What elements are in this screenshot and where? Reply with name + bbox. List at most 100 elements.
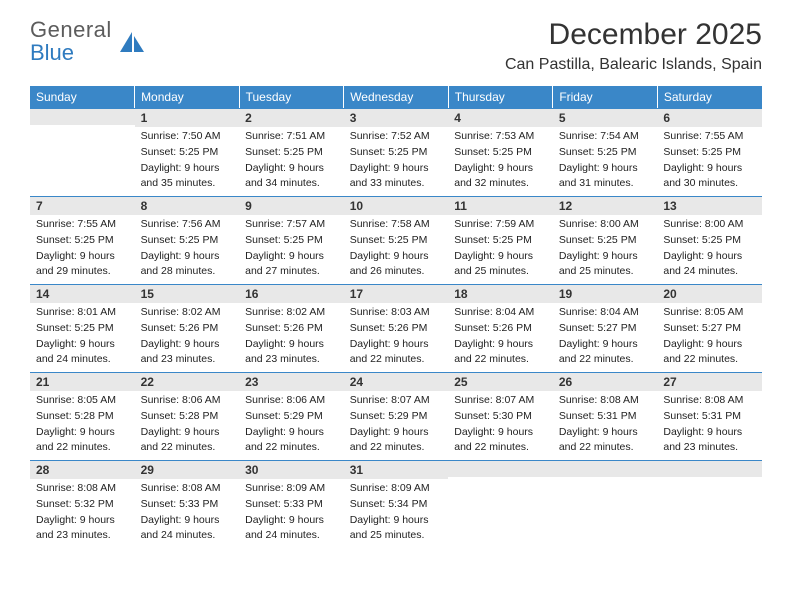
weekday-header: Saturday (657, 86, 762, 108)
sunset-text: Sunset: 5:33 PM (245, 495, 338, 511)
daylight-text: Daylight: 9 hours and 25 minutes. (559, 247, 652, 277)
daylight-text: Daylight: 9 hours and 28 minutes. (141, 247, 234, 277)
sunset-text: Sunset: 5:25 PM (454, 231, 547, 247)
sunrise-text: Sunrise: 8:09 AM (245, 479, 338, 495)
day-number: 3 (344, 108, 449, 127)
calendar-cell (448, 460, 553, 548)
day-details: Sunrise: 8:06 AMSunset: 5:29 PMDaylight:… (239, 391, 344, 458)
sunset-text: Sunset: 5:26 PM (245, 319, 338, 335)
day-details: Sunrise: 8:09 AMSunset: 5:34 PMDaylight:… (344, 479, 449, 546)
sunrise-text: Sunrise: 7:57 AM (245, 215, 338, 231)
daylight-text: Daylight: 9 hours and 22 minutes. (559, 335, 652, 365)
calendar-cell: 9Sunrise: 7:57 AMSunset: 5:25 PMDaylight… (239, 196, 344, 284)
calendar-cell: 22Sunrise: 8:06 AMSunset: 5:28 PMDayligh… (135, 372, 240, 460)
day-number (657, 460, 762, 477)
daylight-text: Daylight: 9 hours and 24 minutes. (141, 511, 234, 541)
month-title: December 2025 (505, 18, 762, 52)
daylight-text: Daylight: 9 hours and 22 minutes. (245, 423, 338, 453)
day-number: 7 (30, 196, 135, 215)
sunrise-text: Sunrise: 7:54 AM (559, 127, 652, 143)
sunset-text: Sunset: 5:25 PM (36, 231, 129, 247)
day-details: Sunrise: 8:04 AMSunset: 5:26 PMDaylight:… (448, 303, 553, 370)
day-number: 28 (30, 460, 135, 479)
sunset-text: Sunset: 5:30 PM (454, 407, 547, 423)
calendar-cell (657, 460, 762, 548)
brand-line2: Blue (30, 41, 112, 64)
daylight-text: Daylight: 9 hours and 23 minutes. (663, 423, 756, 453)
sunset-text: Sunset: 5:25 PM (559, 143, 652, 159)
day-number: 2 (239, 108, 344, 127)
day-details: Sunrise: 8:02 AMSunset: 5:26 PMDaylight:… (135, 303, 240, 370)
daylight-text: Daylight: 9 hours and 23 minutes. (245, 335, 338, 365)
sunrise-text: Sunrise: 8:00 AM (559, 215, 652, 231)
sunrise-text: Sunrise: 8:01 AM (36, 303, 129, 319)
daylight-text: Daylight: 9 hours and 33 minutes. (350, 159, 443, 189)
daylight-text: Daylight: 9 hours and 24 minutes. (36, 335, 129, 365)
day-number: 4 (448, 108, 553, 127)
day-details: Sunrise: 7:52 AMSunset: 5:25 PMDaylight:… (344, 127, 449, 194)
day-details: Sunrise: 8:05 AMSunset: 5:28 PMDaylight:… (30, 391, 135, 458)
calendar-cell: 17Sunrise: 8:03 AMSunset: 5:26 PMDayligh… (344, 284, 449, 372)
day-details (30, 125, 135, 129)
sunset-text: Sunset: 5:25 PM (454, 143, 547, 159)
calendar-cell: 15Sunrise: 8:02 AMSunset: 5:26 PMDayligh… (135, 284, 240, 372)
day-number: 10 (344, 196, 449, 215)
sunset-text: Sunset: 5:28 PM (141, 407, 234, 423)
weekday-header: Wednesday (344, 86, 449, 108)
day-details (553, 477, 658, 481)
calendar-cell (30, 108, 135, 196)
calendar-cell: 18Sunrise: 8:04 AMSunset: 5:26 PMDayligh… (448, 284, 553, 372)
title-block: December 2025 Can Pastilla, Balearic Isl… (505, 18, 762, 74)
day-number (448, 460, 553, 477)
day-number: 5 (553, 108, 658, 127)
day-details: Sunrise: 8:00 AMSunset: 5:25 PMDaylight:… (657, 215, 762, 282)
sunrise-text: Sunrise: 8:02 AM (141, 303, 234, 319)
location-text: Can Pastilla, Balearic Islands, Spain (505, 56, 762, 74)
day-number: 17 (344, 284, 449, 303)
day-details: Sunrise: 8:08 AMSunset: 5:33 PMDaylight:… (135, 479, 240, 546)
day-details: Sunrise: 8:08 AMSunset: 5:31 PMDaylight:… (553, 391, 658, 458)
sunrise-text: Sunrise: 7:55 AM (36, 215, 129, 231)
calendar-cell: 26Sunrise: 8:08 AMSunset: 5:31 PMDayligh… (553, 372, 658, 460)
day-details: Sunrise: 8:04 AMSunset: 5:27 PMDaylight:… (553, 303, 658, 370)
day-details: Sunrise: 7:56 AMSunset: 5:25 PMDaylight:… (135, 215, 240, 282)
calendar-cell: 6Sunrise: 7:55 AMSunset: 5:25 PMDaylight… (657, 108, 762, 196)
sunset-text: Sunset: 5:25 PM (663, 231, 756, 247)
day-number: 31 (344, 460, 449, 479)
weekday-header: Tuesday (239, 86, 344, 108)
day-number: 22 (135, 372, 240, 391)
calendar-cell: 13Sunrise: 8:00 AMSunset: 5:25 PMDayligh… (657, 196, 762, 284)
weekday-header: Monday (135, 86, 240, 108)
daylight-text: Daylight: 9 hours and 22 minutes. (36, 423, 129, 453)
calendar-cell: 21Sunrise: 8:05 AMSunset: 5:28 PMDayligh… (30, 372, 135, 460)
daylight-text: Daylight: 9 hours and 32 minutes. (454, 159, 547, 189)
day-number: 6 (657, 108, 762, 127)
calendar-cell: 23Sunrise: 8:06 AMSunset: 5:29 PMDayligh… (239, 372, 344, 460)
day-details: Sunrise: 7:53 AMSunset: 5:25 PMDaylight:… (448, 127, 553, 194)
day-number: 20 (657, 284, 762, 303)
daylight-text: Daylight: 9 hours and 22 minutes. (350, 335, 443, 365)
daylight-text: Daylight: 9 hours and 25 minutes. (350, 511, 443, 541)
sunset-text: Sunset: 5:31 PM (663, 407, 756, 423)
day-details: Sunrise: 8:08 AMSunset: 5:31 PMDaylight:… (657, 391, 762, 458)
calendar-cell: 11Sunrise: 7:59 AMSunset: 5:25 PMDayligh… (448, 196, 553, 284)
brand-logo: General Blue (30, 18, 146, 64)
sunrise-text: Sunrise: 8:08 AM (141, 479, 234, 495)
sunrise-text: Sunrise: 8:08 AM (36, 479, 129, 495)
day-details: Sunrise: 8:07 AMSunset: 5:29 PMDaylight:… (344, 391, 449, 458)
sunset-text: Sunset: 5:34 PM (350, 495, 443, 511)
sunrise-text: Sunrise: 8:08 AM (559, 391, 652, 407)
sunrise-text: Sunrise: 8:09 AM (350, 479, 443, 495)
day-number: 11 (448, 196, 553, 215)
calendar-cell (553, 460, 658, 548)
daylight-text: Daylight: 9 hours and 34 minutes. (245, 159, 338, 189)
day-details: Sunrise: 8:09 AMSunset: 5:33 PMDaylight:… (239, 479, 344, 546)
day-details (657, 477, 762, 481)
day-number: 18 (448, 284, 553, 303)
daylight-text: Daylight: 9 hours and 22 minutes. (559, 423, 652, 453)
calendar-cell: 5Sunrise: 7:54 AMSunset: 5:25 PMDaylight… (553, 108, 658, 196)
sunrise-text: Sunrise: 8:00 AM (663, 215, 756, 231)
sunset-text: Sunset: 5:25 PM (245, 231, 338, 247)
sunrise-text: Sunrise: 8:06 AM (245, 391, 338, 407)
sunset-text: Sunset: 5:31 PM (559, 407, 652, 423)
